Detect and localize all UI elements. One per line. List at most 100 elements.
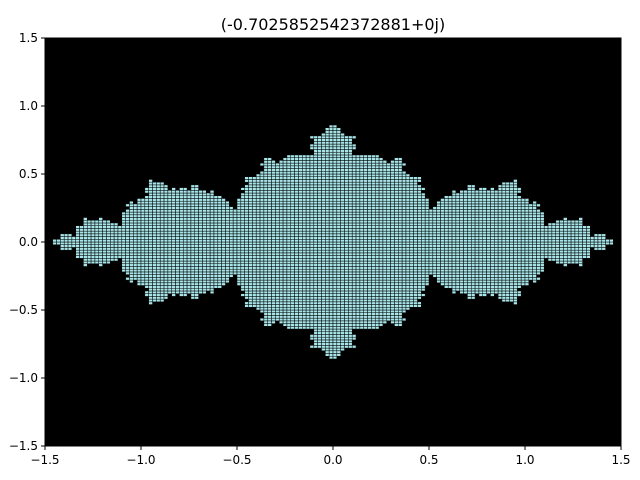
julia-cell — [221, 255, 226, 259]
julia-cell — [244, 260, 249, 265]
julia-cell — [374, 268, 380, 273]
julia-cell — [298, 315, 303, 319]
julia-cell — [332, 244, 338, 248]
julia-cell — [198, 209, 203, 213]
julia-cell — [148, 184, 153, 188]
julia-cell — [309, 241, 315, 245]
julia-cell — [305, 285, 311, 289]
julia-cell — [336, 203, 341, 207]
julia-cell — [344, 298, 349, 303]
julia-cell — [355, 187, 361, 191]
julia-cell — [417, 260, 422, 265]
julia-cell — [198, 198, 203, 202]
julia-cell — [271, 173, 276, 177]
julia-cell — [209, 249, 215, 254]
julia-cell — [244, 176, 249, 180]
julia-cell — [340, 317, 345, 322]
julia-cell — [278, 176, 284, 180]
julia-cell — [129, 266, 134, 270]
julia-cell — [409, 187, 414, 191]
julia-cell — [290, 225, 295, 229]
julia-cell — [398, 258, 403, 262]
julia-cell — [156, 241, 161, 245]
julia-cell — [259, 258, 265, 262]
julia-cell — [252, 236, 257, 240]
julia-cell — [367, 279, 372, 284]
julia-cell — [275, 233, 280, 237]
julia-cell — [409, 241, 414, 245]
julia-cell — [140, 277, 146, 281]
julia-cell — [275, 317, 280, 322]
julia-cell — [378, 184, 384, 188]
julia-cell — [217, 252, 222, 256]
julia-cell — [382, 271, 388, 275]
julia-cell — [133, 252, 138, 256]
julia-cell — [267, 241, 272, 245]
julia-cell — [359, 176, 364, 180]
julia-cell — [286, 268, 292, 273]
julia-cell — [290, 255, 295, 259]
julia-cell — [413, 271, 418, 275]
julia-cell — [336, 132, 341, 137]
julia-cell — [271, 198, 276, 202]
julia-cell — [302, 209, 307, 213]
julia-cell — [133, 206, 138, 210]
julia-cell — [286, 200, 292, 205]
julia-cell — [263, 203, 268, 207]
julia-cell — [263, 222, 268, 226]
julia-cell — [236, 244, 242, 248]
julia-cell — [482, 225, 487, 229]
julia-cell — [378, 252, 384, 256]
julia-cell — [294, 225, 299, 229]
julia-cell — [440, 198, 445, 202]
julia-cell — [186, 233, 192, 237]
julia-cell — [309, 233, 315, 237]
julia-cell — [213, 252, 219, 256]
julia-cell — [359, 217, 364, 221]
julia-cell — [190, 255, 196, 259]
julia-cell — [182, 293, 188, 297]
julia-cell — [367, 165, 372, 169]
julia-cell — [340, 217, 345, 221]
julia-cell — [186, 230, 192, 235]
julia-cell — [398, 301, 403, 305]
julia-cell — [490, 263, 495, 267]
julia-cell — [359, 168, 364, 172]
julia-cell — [267, 211, 272, 216]
julia-cell — [113, 228, 119, 232]
julia-cell — [451, 233, 457, 237]
julia-cell — [351, 157, 357, 161]
julia-cell — [394, 192, 399, 197]
julia-cell — [163, 255, 169, 259]
julia-cell — [478, 244, 484, 248]
julia-cell — [221, 266, 226, 270]
julia-cell — [424, 255, 430, 259]
julia-cell — [371, 317, 376, 322]
julia-cell — [309, 287, 315, 292]
julia-cell — [248, 236, 253, 240]
julia-cell — [371, 168, 376, 172]
julia-cell — [302, 309, 307, 313]
julia-cell — [317, 228, 322, 232]
julia-cell — [382, 258, 388, 262]
julia-cell — [428, 236, 434, 240]
julia-cell — [163, 211, 169, 216]
julia-cell — [179, 241, 184, 245]
julia-cell — [94, 225, 100, 229]
julia-cell — [286, 293, 292, 297]
julia-cell — [424, 241, 430, 245]
julia-cell — [217, 206, 222, 210]
julia-cell — [371, 165, 376, 169]
julia-cell — [321, 279, 326, 284]
julia-cell — [394, 317, 399, 322]
julia-cell — [175, 214, 180, 218]
julia-cell — [163, 279, 169, 284]
julia-cell — [478, 290, 484, 294]
julia-cell — [447, 266, 453, 270]
julia-cell — [417, 279, 422, 284]
julia-cell — [163, 230, 169, 235]
julia-cell — [221, 228, 226, 232]
julia-cell — [294, 179, 299, 183]
julia-cell — [179, 192, 184, 197]
julia-cell — [313, 290, 318, 294]
